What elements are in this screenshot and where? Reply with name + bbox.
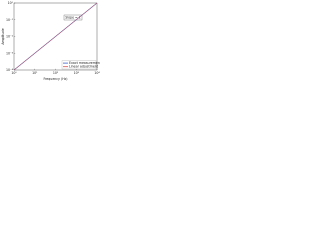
chart: Frequency (Hz) Amplitude Slope = 1 10⁰ 10… <box>1 1 100 81</box>
y-tick-label: 10⁻² <box>6 35 14 39</box>
y-axis-label: Amplitude <box>1 28 5 44</box>
x-tick-label: 10⁰ <box>11 71 17 75</box>
x-tick-label: 10² <box>53 71 59 75</box>
x-tick-label: 10³ <box>74 71 80 75</box>
annotation: Slope = 1 <box>65 16 81 20</box>
legend-label: Linear adjustment <box>69 65 99 69</box>
y-tick-label: 10⁻³ <box>6 51 14 55</box>
annotation-box <box>63 14 83 21</box>
y-tick-label: 10⁻¹ <box>6 18 14 22</box>
legend-label: Exact measurement <box>69 61 100 65</box>
y-tick-label: 10⁰ <box>8 1 14 5</box>
x-axis-label: Frequency (Hz) <box>43 77 67 81</box>
x-tick-label: 10⁴ <box>94 71 100 75</box>
legend-box <box>61 60 97 70</box>
series-line <box>13 2 98 71</box>
x-tick-label: 10¹ <box>32 71 38 75</box>
y-tick-label: 10⁻⁴ <box>6 68 14 72</box>
